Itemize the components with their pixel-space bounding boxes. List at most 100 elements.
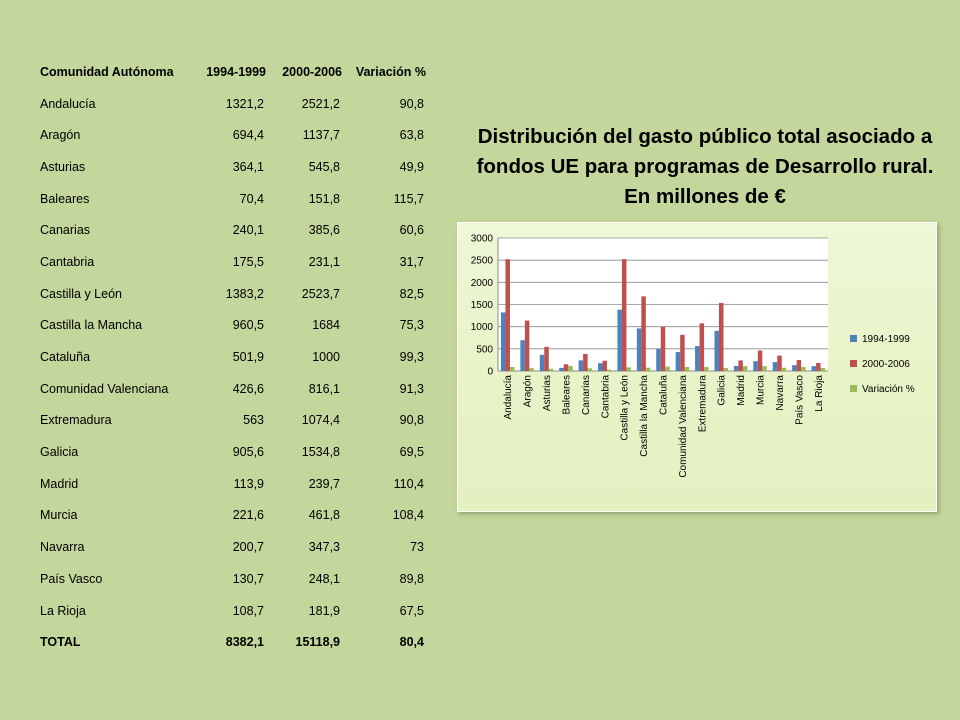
header-1994-1999: 1994-1999	[206, 64, 266, 79]
chart-svg: 0 500 1000 1500 2000 2500 3000 Andalucía Aragón A…	[471, 234, 915, 478]
cell-comunidad: Castilla y León	[40, 286, 122, 301]
cell-variacion: 115,7	[393, 191, 424, 206]
cell-variacion: 69,5	[399, 445, 424, 460]
table-row: La Rioja 108,7 181,9 67,5	[38, 595, 426, 627]
cell-variacion: 91,3	[399, 381, 424, 396]
data-table: Comunidad Autónoma 1994-1999 2000-2006 V…	[38, 56, 426, 658]
bar-1994-1999	[695, 346, 700, 371]
x-category-label: Asturias	[542, 375, 553, 411]
x-category-label: Cantabria	[600, 375, 611, 419]
cell-1994-1999: 221,6	[232, 508, 264, 523]
bar-2000-2006	[796, 360, 802, 371]
bar-variaci-n-	[568, 365, 573, 371]
cell-comunidad: Canarias	[40, 223, 91, 238]
cell-1994-1999: 175,5	[232, 254, 264, 269]
cell-variacion: 110,4	[393, 476, 424, 491]
bar-2000-2006	[718, 302, 724, 371]
legend-label: 1994-1999	[862, 334, 910, 345]
table-row: Canarias 240,1 385,6 60,6	[38, 214, 426, 246]
cell-2000-2006: 816,1	[308, 381, 340, 396]
cell-2000-2006: 385,6	[308, 223, 340, 238]
cell-1994-1999: 563	[243, 413, 264, 428]
cell-2000-2006: 2521,2	[301, 96, 340, 111]
cell-comunidad: Murcia	[40, 508, 78, 523]
x-category-label: Murcia	[756, 375, 767, 405]
cell-1994-1999: 501,9	[232, 350, 264, 365]
cell-2000-2006: 2523,7	[301, 286, 340, 301]
bar-1994-1999	[675, 352, 681, 371]
cell-1994-1999: 364,1	[232, 159, 264, 174]
cell-comunidad: Castilla la Mancha	[40, 318, 143, 333]
cell-2000-2006: 1074,4	[301, 413, 340, 428]
bar-2000-2006	[641, 296, 646, 371]
cell-variacion: 49,9	[399, 159, 424, 174]
bar-1994-1999	[578, 360, 584, 371]
table-row: Andalucía 1321,2 2521,2 90,8	[38, 88, 426, 120]
cell-comunidad: Navarra	[40, 540, 85, 555]
x-category-label: Andalucía	[503, 375, 514, 420]
x-category-label: Madrid	[736, 375, 747, 406]
y-tick-label: 500	[476, 344, 493, 355]
bar-2000-2006	[602, 360, 608, 371]
bar-variaci-n-	[820, 368, 826, 371]
cell-1994-1999: 240,1	[232, 223, 264, 238]
y-tick-label: 1500	[471, 300, 494, 311]
bar-variaci-n-	[801, 367, 806, 371]
cell-2000-2006: 1000	[312, 350, 340, 365]
bar-variaci-n-	[548, 368, 554, 371]
x-category-label: Castilla y León	[620, 375, 631, 441]
table-row: Baleares 70,4 151,8 115,7	[38, 183, 426, 215]
cell-variacion: 99,3	[399, 350, 424, 365]
legend-label: 2000-2006	[862, 359, 910, 370]
cell-comunidad: Aragón	[40, 128, 81, 143]
bar-1994-1999	[753, 361, 758, 371]
header-comunidad: Comunidad Autónoma	[40, 64, 174, 79]
cell-2000-2006: 181,9	[308, 603, 340, 618]
cell-variacion: 89,8	[399, 571, 424, 586]
cell-1994-1999: 960,5	[232, 318, 264, 333]
cell-variacion: 90,8	[399, 413, 424, 428]
bar-2000-2006	[524, 320, 530, 371]
cell-comunidad: Asturias	[40, 159, 86, 174]
bar-variaci-n-	[626, 367, 631, 371]
bar-1994-1999	[598, 363, 603, 371]
bar-variaci-n-	[529, 368, 534, 371]
bar-2000-2006	[680, 334, 685, 371]
table-row: Madrid 113,9 239,7 110,4	[38, 468, 426, 500]
bar-1994-1999	[500, 312, 506, 371]
y-tick-label: 3000	[471, 234, 494, 245]
bar-variaci-n-	[684, 366, 690, 371]
cell-comunidad: La Rioja	[40, 603, 86, 618]
bar-1994-1999	[520, 340, 525, 371]
legend-swatch	[850, 335, 857, 342]
cell-2000-2006: 1684	[312, 318, 340, 333]
cell-variacion: 73	[410, 540, 424, 555]
bar-1994-1999	[636, 328, 642, 371]
bar-1994-1999	[617, 309, 622, 371]
y-tick-label: 2000	[471, 278, 494, 289]
cell-1994-1999: 130,7	[232, 571, 264, 586]
cell-2000-2006: 461,8	[308, 508, 340, 523]
bar-variaci-n-	[607, 369, 612, 371]
bar-1994-1999	[656, 348, 661, 371]
bar-2000-2006	[583, 353, 588, 371]
bar-2000-2006	[621, 259, 627, 371]
cell-comunidad: Andalucía	[40, 96, 96, 111]
bar-variaci-n-	[665, 366, 670, 371]
chart-area: 0 500 1000 1500 2000 2500 3000 Andalucía Aragón A…	[457, 222, 937, 512]
cell-variacion: 60,6	[399, 223, 424, 238]
legend-label: Variación %	[862, 384, 915, 395]
cell-1994-1999: 113,9	[233, 476, 264, 491]
y-tick-label: 1000	[471, 322, 494, 333]
bar-1994-1999	[811, 366, 817, 371]
y-tick-label: 2500	[471, 256, 494, 267]
bar-variaci-n-	[742, 366, 748, 371]
cell-comunidad: Cataluña	[40, 350, 91, 365]
x-category-label: Castilla la Mancha	[639, 375, 650, 457]
cell-variacion: 31,7	[399, 254, 424, 269]
bar-1994-1999	[772, 362, 778, 371]
cell-comunidad: TOTAL	[40, 635, 81, 650]
bar-1994-1999	[539, 354, 545, 371]
bar-2000-2006	[777, 355, 782, 371]
x-category-label: Baleares	[561, 375, 572, 414]
